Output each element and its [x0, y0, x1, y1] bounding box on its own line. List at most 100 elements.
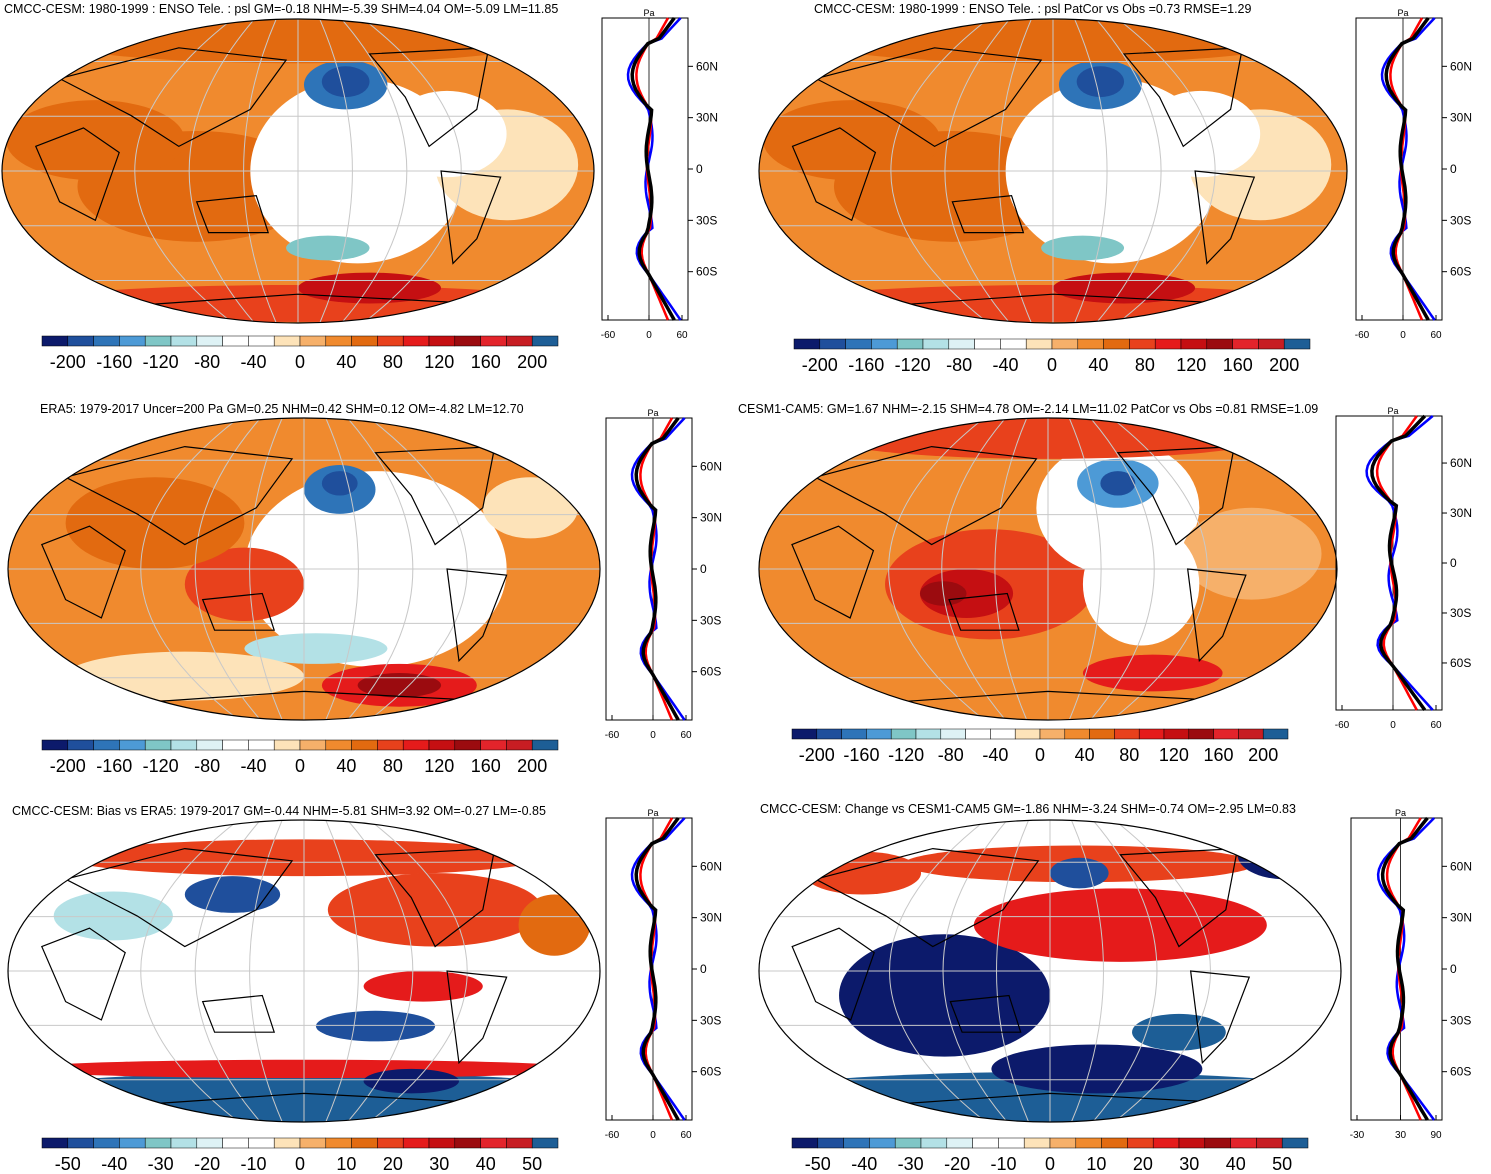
colorbar-swatch: [1283, 338, 1311, 350]
colorbar-swatch: [922, 338, 950, 350]
colorbar-swatch: [506, 739, 533, 751]
x-tick-label: -30: [1350, 1130, 1365, 1141]
continent-outline: [813, 445, 1038, 546]
unit-label: Pa: [1387, 406, 1398, 416]
x-tick-label: 0: [1400, 330, 1406, 341]
colorbar-label: -160: [848, 355, 884, 375]
colorbar-swatch: [1138, 728, 1165, 740]
lat-tick-label: 60S: [1450, 265, 1471, 279]
model-line: [1375, 415, 1418, 711]
colorbar-label: -40: [241, 756, 267, 776]
longitude-gridline: [194, 418, 261, 720]
colorbar-label: -160: [96, 352, 132, 372]
profile-frame: [605, 817, 693, 1121]
panel-1-profile: Pa 60N 30N 0 30S 60S -60 0 60: [601, 8, 718, 341]
colorbar-label: 40: [336, 352, 356, 372]
colorbar-label: -10: [241, 1154, 267, 1174]
anomaly-region: [363, 971, 483, 1002]
x-tick-label: 0: [1390, 720, 1396, 731]
colorbar-swatch: [841, 728, 867, 740]
colorbar-swatch: [454, 739, 481, 751]
colorbar-swatch: [67, 1137, 94, 1149]
continent-outline: [791, 525, 875, 619]
longitude-gridline: [188, 19, 255, 323]
colorbar-swatch: [480, 1137, 507, 1149]
colorbar-swatch: [273, 739, 301, 751]
anomaly-region: [321, 66, 370, 98]
mmm-line: [634, 816, 680, 1121]
anomaly-region: [1237, 830, 1332, 880]
colorbar-label: -160: [843, 745, 879, 765]
anomaly-region: [1076, 66, 1125, 98]
continent-outline: [374, 847, 496, 948]
colorbar-swatch: [1114, 728, 1140, 740]
map-border: [758, 417, 1338, 721]
colorbar-label: -40: [993, 355, 1019, 375]
colorbar-swatch: [377, 335, 404, 347]
colorbar-label: 30: [1179, 1154, 1199, 1174]
anomaly-region: [184, 876, 281, 913]
colorbar-swatch: [67, 739, 94, 751]
panel-3-map: [7, 417, 601, 721]
colorbar-swatch: [1213, 728, 1239, 740]
colorbar-label: 20: [1133, 1154, 1153, 1174]
anomaly-region: [973, 888, 1267, 962]
colorbar-label: -10: [991, 1154, 1017, 1174]
lat-tick-label: 0: [700, 962, 707, 976]
colorbar-label: 40: [1075, 745, 1095, 765]
colorbar-swatch: [1180, 338, 1208, 350]
colorbar-swatch: [816, 728, 842, 740]
mmm-line: [634, 416, 680, 721]
x-tick-label: 90: [1430, 1130, 1442, 1141]
colorbar-label: 160: [1223, 355, 1253, 375]
colorbar-swatch: [869, 1137, 896, 1149]
colorbar-swatch: [1204, 1137, 1231, 1149]
anomaly-region: [321, 471, 358, 496]
longitude-gridline: [1068, 418, 1102, 720]
model-line: [1389, 17, 1424, 321]
colorbar-swatch: [998, 1137, 1025, 1149]
lat-tick-label: 30N: [1450, 111, 1472, 125]
mmm-line: [1384, 16, 1430, 321]
colorbar-swatch: [531, 335, 559, 347]
panel-5-profile: Pa 60N 30N 0 30S 60S -60 0 60: [605, 808, 722, 1141]
colorbar-swatch: [273, 1137, 301, 1149]
longitude-gridline: [1111, 418, 1208, 720]
colorbar-swatch: [196, 739, 223, 751]
anomaly-region: [184, 547, 304, 622]
colorbar-swatch: [1232, 338, 1259, 350]
colorbar-swatch: [402, 1137, 430, 1149]
colorbar-swatch: [948, 338, 975, 350]
colorbar-label: -80: [194, 352, 220, 372]
colorbar-swatch: [920, 1137, 948, 1149]
continent-outline: [1194, 170, 1256, 265]
continent-outline: [948, 592, 1020, 631]
x-tick-label: -60: [601, 330, 616, 341]
anomaly-region: [803, 851, 922, 895]
colorbar-label: -50: [55, 1154, 81, 1174]
longitude-gridline: [1117, 19, 1216, 323]
colorbar-swatch: [531, 739, 559, 751]
lat-tick-label: 0: [700, 562, 707, 576]
continent-outline: [1186, 568, 1247, 663]
colorbar-label: -200: [50, 352, 86, 372]
mmm-line: [1370, 414, 1427, 712]
colorbar-label: 40: [476, 1154, 496, 1174]
colorbar-swatch: [1262, 728, 1289, 740]
lat-tick-label: 30S: [696, 213, 717, 227]
colorbar-swatch: [93, 739, 120, 751]
panel-3-title: ERA5: 1979-2017 Uncer=200 Pa GM=0.25 NHM…: [40, 402, 524, 416]
colorbar-swatch: [377, 739, 404, 751]
panel-4-colorbar: -200 -160 -120 -80 -40 0 40 80 120 160 200: [791, 728, 1289, 765]
longitude-gridline: [890, 19, 989, 323]
continent-outline: [125, 690, 483, 705]
continent-outline: [63, 445, 294, 546]
continent-outline: [63, 847, 294, 948]
continent-outline: [1116, 445, 1235, 546]
panel-5-map: [7, 819, 601, 1123]
anomaly-region: [286, 235, 370, 261]
colorbar-swatch: [41, 1137, 69, 1149]
anomaly-region: [357, 673, 442, 698]
colorbar-swatch: [351, 739, 378, 751]
lat-tick-label: 60S: [1450, 656, 1471, 670]
